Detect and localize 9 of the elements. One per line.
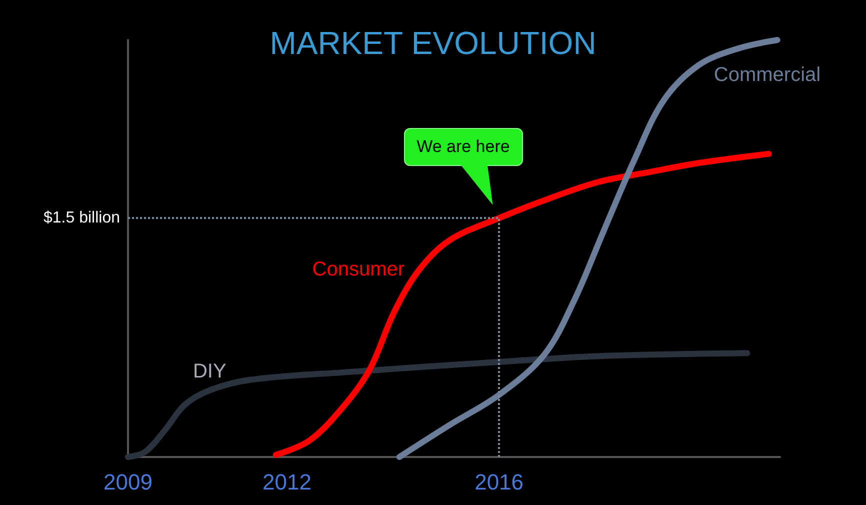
chart-title: MARKET EVOLUTION — [270, 25, 596, 61]
annotation: We are here — [404, 128, 523, 166]
ref-line-label: $1.5 billion — [44, 210, 120, 227]
series-label: DIY — [192, 360, 226, 382]
series-label: Commercial — [714, 64, 821, 86]
x-tick-label: 2009 — [104, 470, 152, 494]
series-label: Consumer — [312, 258, 405, 280]
x-tick-label: 2016 — [474, 470, 524, 494]
x-tick-label: 2012 — [262, 470, 312, 494]
